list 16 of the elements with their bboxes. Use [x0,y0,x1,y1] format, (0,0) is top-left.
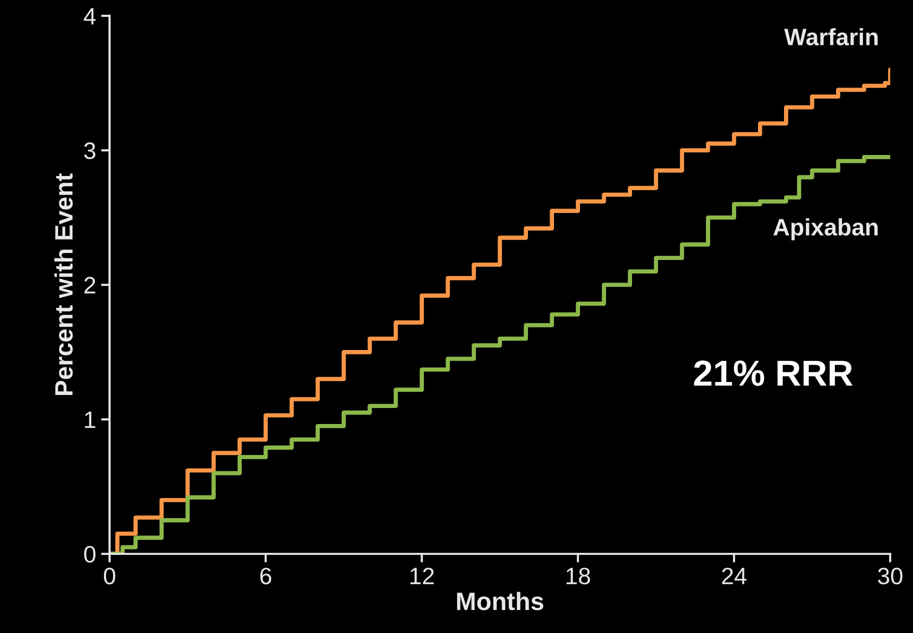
y-tick-label: 1 [85,412,96,428]
x-tick-label: 24 [722,568,746,584]
x-tick-label: 30 [878,568,902,584]
x-tick-label: 0 [104,568,116,584]
y-tick-label: 0 [84,546,96,563]
x-axis-title: Months [457,592,544,610]
x-tick-label: 12 [410,568,434,584]
x-tick-label: 18 [566,568,590,584]
y-tick-label: 2 [84,276,96,294]
series-label: Apixaban [773,218,878,240]
y-axis-title: Percent with Event [54,173,73,396]
annotation: 21% RRR [694,360,853,386]
series-label: Warfarin [784,28,878,46]
y-tick-label: 3 [84,142,96,160]
y-tick-label: 4 [84,8,96,24]
x-tick-label: 6 [260,568,272,584]
